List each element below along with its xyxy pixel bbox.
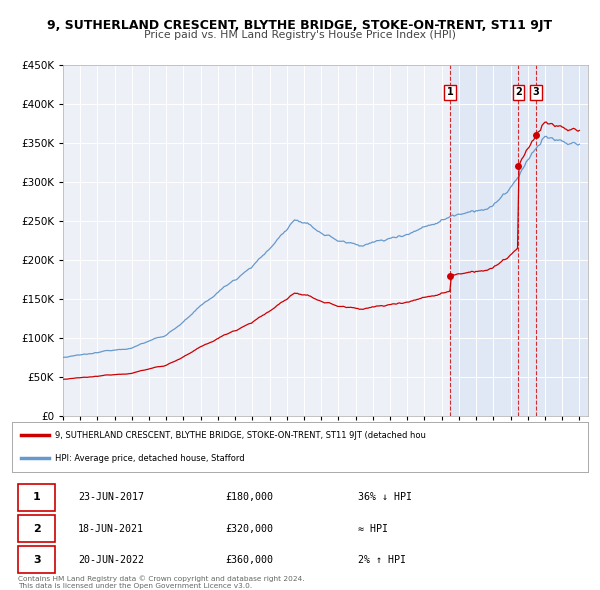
FancyBboxPatch shape [18,515,55,542]
Text: 1: 1 [33,493,41,502]
Text: 18-JUN-2021: 18-JUN-2021 [78,523,144,533]
Text: 9, SUTHERLAND CRESCENT, BLYTHE BRIDGE, STOKE-ON-TRENT, ST11 9JT: 9, SUTHERLAND CRESCENT, BLYTHE BRIDGE, S… [47,19,553,32]
Text: 2% ↑ HPI: 2% ↑ HPI [358,555,406,565]
Text: Price paid vs. HM Land Registry's House Price Index (HPI): Price paid vs. HM Land Registry's House … [144,30,456,40]
Text: 3: 3 [532,87,539,97]
Text: Contains HM Land Registry data © Crown copyright and database right 2024.: Contains HM Land Registry data © Crown c… [18,575,305,582]
FancyBboxPatch shape [18,546,55,573]
Text: 20-JUN-2022: 20-JUN-2022 [78,555,144,565]
Text: 1: 1 [446,87,454,97]
Text: 9, SUTHERLAND CRESCENT, BLYTHE BRIDGE, STOKE-ON-TRENT, ST11 9JT (detached hou: 9, SUTHERLAND CRESCENT, BLYTHE BRIDGE, S… [55,431,426,440]
Text: £320,000: £320,000 [225,523,273,533]
Bar [450,65,588,416]
FancyBboxPatch shape [18,484,55,511]
Text: HPI: Average price, detached house, Stafford: HPI: Average price, detached house, Staf… [55,454,245,463]
Text: 3: 3 [33,555,41,565]
Text: ≈ HPI: ≈ HPI [358,523,388,533]
Text: £180,000: £180,000 [225,493,273,502]
Text: £360,000: £360,000 [225,555,273,565]
Text: 23-JUN-2017: 23-JUN-2017 [78,493,144,502]
Text: 2: 2 [515,87,522,97]
Text: 36% ↓ HPI: 36% ↓ HPI [358,493,412,502]
Text: This data is licensed under the Open Government Licence v3.0.: This data is licensed under the Open Gov… [18,583,252,589]
Text: 2: 2 [33,523,41,533]
